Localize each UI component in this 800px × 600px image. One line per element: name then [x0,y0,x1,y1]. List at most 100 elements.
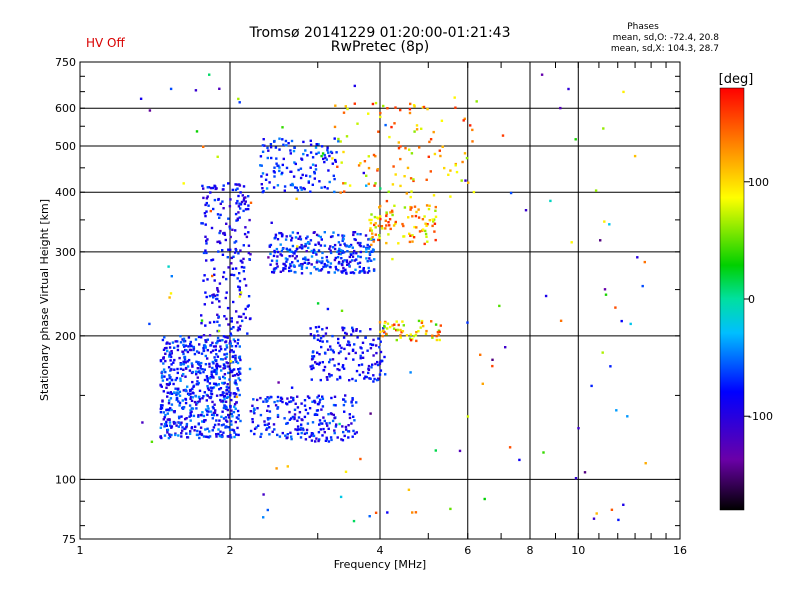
data-point [437,333,440,337]
data-point [305,266,308,270]
data-point [361,351,364,354]
data-point [292,396,295,400]
data-point [220,369,223,372]
data-point [216,336,220,340]
data-point [305,237,308,240]
data-point [178,421,181,424]
data-point [330,412,333,416]
data-point [413,105,416,108]
data-point [353,249,356,253]
data-point [207,407,210,410]
data-point [226,408,229,412]
data-point [291,231,295,234]
data-point [218,349,221,353]
data-point [333,137,336,140]
data-point [290,386,294,389]
data-point [183,356,186,359]
data-point [351,255,355,258]
data-point [366,260,369,263]
x-tick-label: 4 [377,544,384,557]
data-point [242,270,245,273]
data-point [284,139,288,143]
data-point [212,407,215,410]
data-point [191,364,194,367]
data-point [311,432,315,435]
data-point [230,412,233,415]
data-point [344,268,347,271]
data-point [369,412,372,415]
data-point [304,258,307,261]
data-point [325,158,328,161]
data-point [214,345,217,348]
data-point [204,428,207,431]
data-point [373,258,376,261]
data-point [454,106,457,109]
data-point [356,336,359,339]
data-point [286,248,289,252]
data-point [234,381,237,385]
data-point [363,377,366,380]
data-point [161,338,165,342]
data-point [317,363,321,366]
data-point [294,186,297,189]
data-point [326,340,329,343]
data-point [301,245,304,248]
data-point [276,250,280,254]
data-point [615,409,618,412]
data-point [449,169,452,172]
data-point [230,370,233,374]
data-point [230,320,233,323]
data-point [341,425,344,428]
data-point [234,240,238,243]
data-point [236,342,239,345]
data-point [300,431,303,435]
data-point [319,422,322,425]
data-point [402,324,405,327]
data-point [391,213,394,217]
phases-heading: Phases [627,22,659,32]
data-point [213,279,216,282]
data-point [294,428,297,431]
data-point [202,187,205,190]
data-point [168,399,171,402]
data-point [242,199,245,202]
data-point [197,415,200,418]
data-point [277,164,280,167]
x-tick-label: 6 [464,544,471,557]
data-point [337,252,341,256]
data-point [422,324,425,328]
data-point [196,376,199,379]
data-point [288,269,291,273]
data-point [239,358,242,362]
data-point [187,336,191,339]
data-point [344,271,348,274]
data-point [423,242,426,246]
data-point [207,186,211,189]
data-point [399,336,402,339]
data-point [222,395,226,398]
data-point [219,213,222,217]
data-point [368,218,371,222]
data-point [594,189,598,192]
data-point [266,399,269,402]
data-point [191,370,194,374]
data-point [216,287,219,290]
data-point [354,351,357,355]
data-point [333,395,337,398]
data-point [273,166,276,169]
data-point [317,402,320,406]
data-point [237,356,241,359]
data-point [387,233,390,236]
data-point [292,175,296,178]
data-point [371,363,374,366]
data-point [374,511,378,514]
data-point [228,227,232,230]
data-point [196,429,199,433]
data-point [224,416,228,419]
data-point [372,269,376,272]
data-point [329,251,333,255]
data-point [425,204,429,207]
data-point [341,271,344,274]
data-point [453,96,456,99]
